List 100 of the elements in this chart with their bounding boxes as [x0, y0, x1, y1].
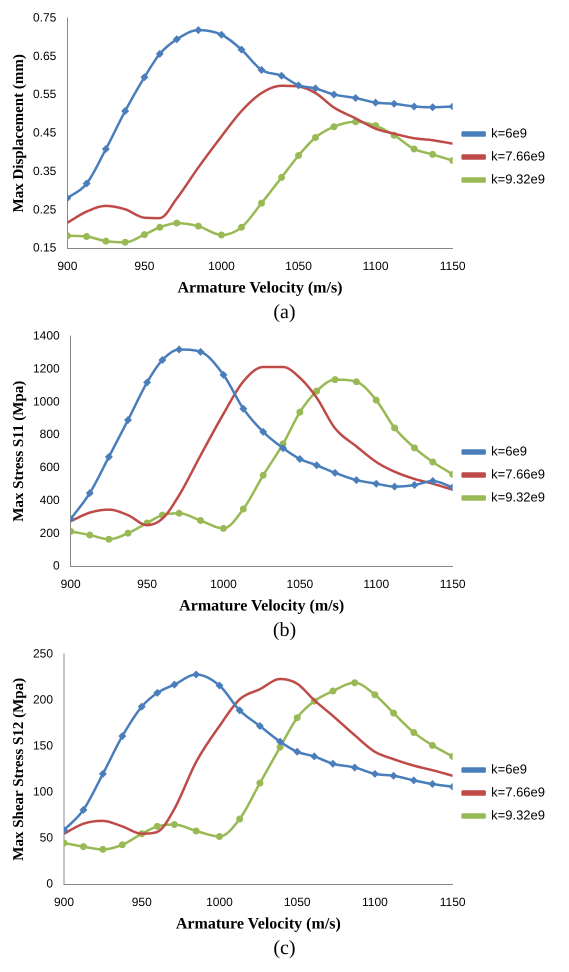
point — [197, 517, 204, 524]
legend-label: k=9.32e9 — [491, 490, 546, 505]
point — [410, 728, 418, 736]
x-tick-label: 1150 — [440, 894, 466, 909]
x-tick-label: 950 — [137, 576, 158, 591]
point — [259, 428, 268, 436]
point — [240, 506, 247, 513]
point — [428, 780, 436, 788]
point — [313, 388, 320, 395]
point — [311, 84, 320, 92]
point — [329, 688, 336, 695]
point — [330, 90, 338, 99]
y-tick-label: 0 — [46, 876, 54, 891]
x-tick-label: 1100 — [362, 258, 389, 273]
y-axis-title: Max Stress S11 (Mpa) — [10, 380, 27, 522]
point — [102, 145, 110, 154]
point — [390, 482, 399, 491]
y-axis-title: Max Shear Stress S12 (Mpa) — [10, 678, 27, 861]
point — [158, 356, 166, 364]
y-tick-label: 0.65 — [32, 48, 57, 63]
point — [104, 452, 113, 461]
point — [105, 536, 112, 543]
point — [140, 73, 148, 82]
point — [278, 72, 286, 80]
text: (a) — [272, 300, 297, 324]
legend-label: k=6e9 — [491, 126, 527, 141]
point — [83, 233, 90, 240]
point — [296, 408, 304, 416]
point — [256, 780, 264, 787]
x-axis-title: Armature Velocity (m/s) — [179, 598, 344, 615]
point — [118, 841, 126, 848]
x-tick-label: 1100 — [363, 576, 390, 591]
x-tick-label: 1050 — [284, 894, 311, 909]
y-tick-label: 250 — [32, 646, 54, 661]
point — [194, 222, 202, 230]
y-tick-label: 1200 — [32, 361, 60, 376]
point — [238, 46, 246, 54]
y-tick-label: 200 — [40, 526, 60, 540]
point — [86, 531, 94, 538]
point — [391, 424, 398, 432]
point — [192, 827, 200, 834]
point — [154, 822, 161, 830]
point — [122, 238, 129, 246]
point — [410, 146, 418, 153]
legend-label: k=7.66e9 — [491, 784, 546, 800]
legend-label: k=7.66e9 — [491, 148, 546, 164]
point — [124, 530, 132, 537]
point — [173, 220, 180, 227]
point — [294, 714, 301, 722]
point — [256, 722, 264, 730]
x-tick-label: 900 — [54, 894, 74, 909]
point — [428, 103, 437, 112]
point — [239, 404, 248, 413]
y-tick-label: 50 — [40, 830, 54, 845]
point — [219, 370, 228, 379]
point — [429, 458, 436, 466]
point — [410, 481, 418, 490]
point — [351, 679, 358, 686]
point — [429, 150, 436, 158]
legend-label: k=6e9 — [491, 444, 527, 459]
point — [216, 833, 223, 840]
point — [238, 224, 246, 231]
x-tick-label: 900 — [57, 258, 78, 273]
point — [80, 843, 87, 850]
point — [260, 472, 267, 479]
point — [258, 66, 266, 74]
point — [410, 444, 418, 452]
y-tick-label: 1000 — [32, 394, 60, 408]
point — [352, 378, 360, 386]
point — [293, 748, 302, 756]
point — [118, 732, 126, 740]
point — [350, 763, 359, 772]
point — [312, 134, 319, 142]
point — [218, 231, 225, 238]
x-tick-label: 950 — [134, 258, 155, 273]
point — [258, 200, 266, 207]
point — [410, 102, 418, 110]
point — [236, 706, 244, 714]
point — [140, 231, 148, 238]
y-tick-label: 0.75 — [32, 10, 57, 25]
point — [124, 416, 132, 424]
x-tick-label: 1000 — [210, 576, 238, 591]
point — [332, 376, 339, 384]
y-tick-label: 100 — [32, 784, 54, 799]
point — [295, 152, 302, 160]
point — [330, 123, 338, 130]
point — [312, 461, 321, 470]
point — [410, 776, 418, 784]
point — [215, 682, 224, 690]
point — [156, 50, 164, 58]
point — [82, 180, 91, 188]
point — [220, 524, 227, 532]
x-tick-label: 1050 — [285, 258, 312, 273]
point — [217, 30, 226, 39]
x-tick-label: 1150 — [440, 258, 466, 273]
point — [79, 806, 88, 814]
y-tick-label: 800 — [40, 427, 60, 442]
text: (c) — [272, 936, 297, 960]
point — [236, 816, 244, 823]
y-axis-title: Max Displacement (mm) — [10, 54, 27, 212]
